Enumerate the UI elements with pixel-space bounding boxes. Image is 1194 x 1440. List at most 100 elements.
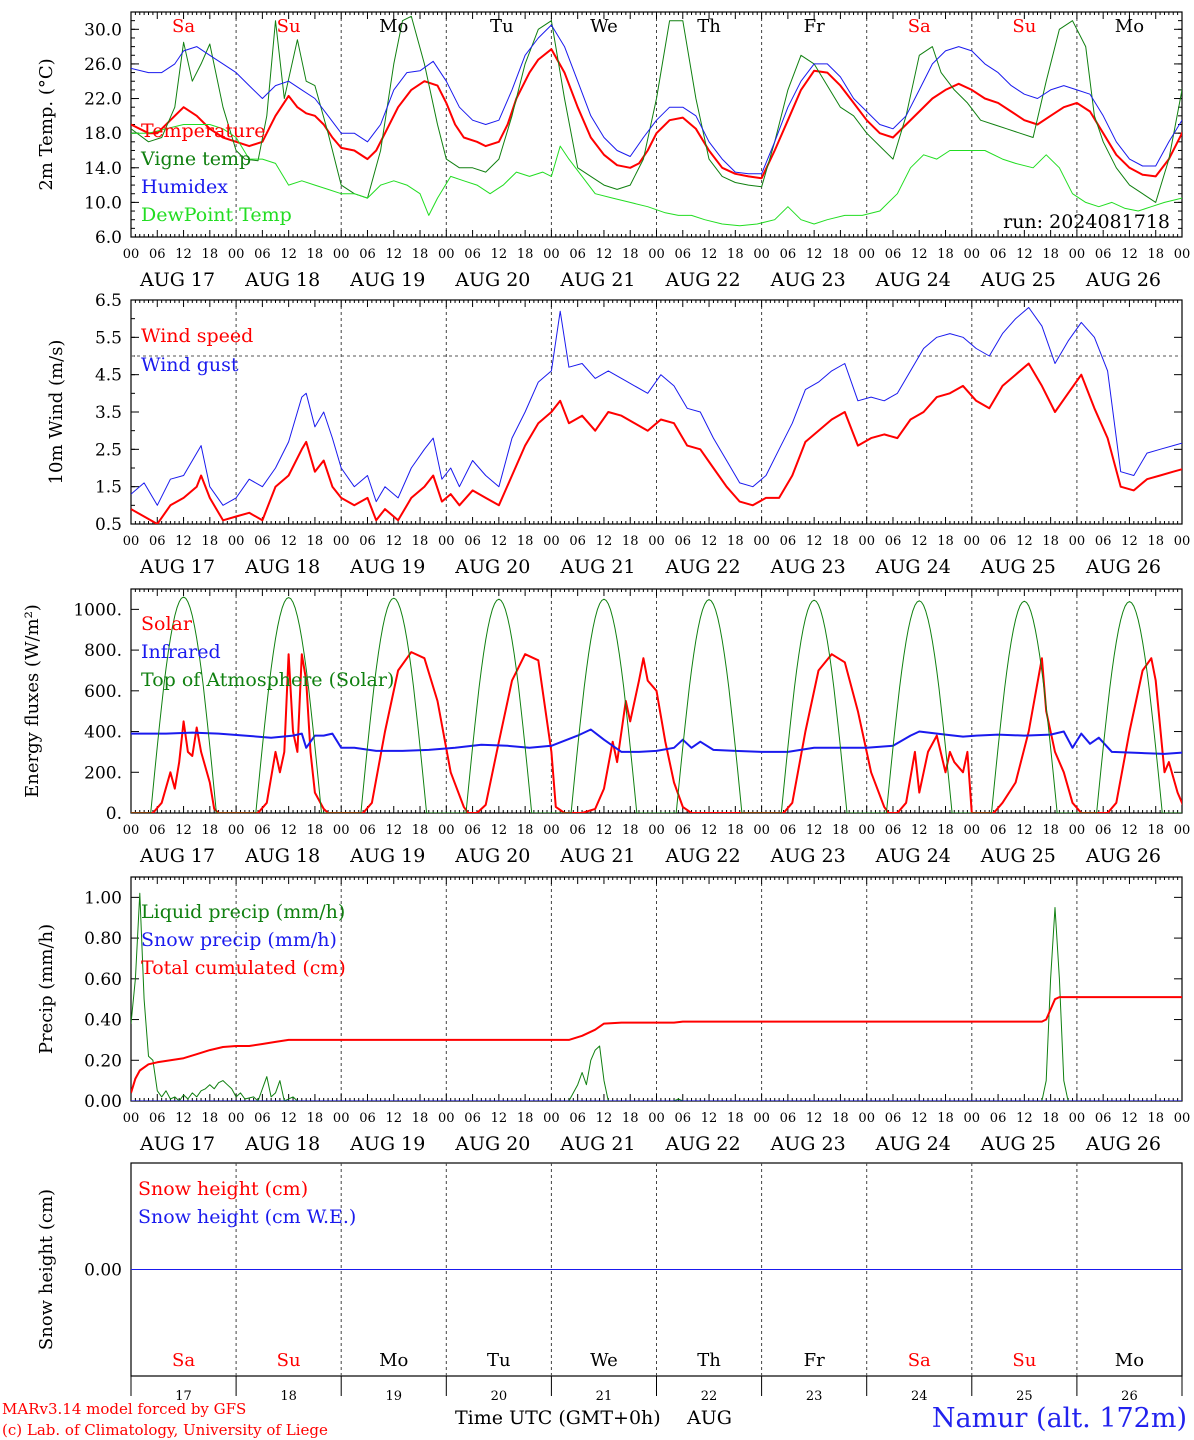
hour-tick-label: 18 (622, 247, 639, 262)
hour-tick-label: 06 (254, 534, 271, 549)
hour-tick-label: 18 (1147, 1111, 1164, 1126)
hour-tick-label: 00 (543, 823, 560, 838)
legend-entry: Snow height (cm) (138, 1178, 308, 1200)
hour-tick-label: 00 (648, 534, 665, 549)
hour-tick-label: 12 (385, 1111, 402, 1126)
hour-tick-label: 06 (990, 1111, 1007, 1126)
hour-tick-label: 06 (359, 247, 376, 262)
y-axis-label: Snow height (cm) (36, 1189, 57, 1350)
day-label: AUG 23 (770, 1133, 846, 1155)
hour-tick-label: 06 (885, 247, 902, 262)
hour-tick-label: 00 (228, 1111, 245, 1126)
hour-tick-label: 00 (753, 534, 770, 549)
hour-tick-label: 06 (990, 247, 1007, 262)
hour-tick-label: 18 (622, 823, 639, 838)
y-tick-label: 0.00 (84, 1092, 122, 1112)
day-label: AUG 19 (349, 556, 425, 578)
hour-tick-label: 12 (175, 1111, 192, 1126)
legend-entry: DewPoint Temp (141, 204, 292, 226)
day-label: AUG 17 (139, 1133, 215, 1155)
day-label: AUG 18 (244, 269, 320, 291)
hour-tick-label: 12 (596, 247, 613, 262)
hour-tick-label: 06 (149, 1111, 166, 1126)
hour-tick-label: 18 (1147, 247, 1164, 262)
hour-tick-label: 18 (202, 247, 219, 262)
hour-tick-label: 12 (806, 534, 823, 549)
hour-tick-label: 00 (228, 534, 245, 549)
y-tick-label: 0.60 (84, 970, 122, 990)
series-line-top-of-atmosphere-solar- (131, 596, 1182, 813)
hour-tick-label: 18 (1042, 247, 1059, 262)
legend-entry: Wind gust (141, 354, 239, 376)
hour-tick-label: 06 (464, 534, 481, 549)
hour-tick-label: 06 (1095, 823, 1112, 838)
series-line-solar (131, 651, 1182, 813)
panel-frame-wind (130, 299, 1183, 525)
hour-tick-label: 12 (1016, 823, 1033, 838)
day-label: AUG 22 (664, 269, 740, 291)
hour-tick-label: 00 (228, 247, 245, 262)
hour-tick-label: 12 (1121, 823, 1138, 838)
hour-tick-label: 06 (254, 1111, 271, 1126)
hour-tick-label: 00 (1174, 1111, 1191, 1126)
hour-tick-label: 12 (385, 247, 402, 262)
hour-tick-label: 18 (832, 534, 849, 549)
series-line-infrared (131, 728, 1182, 755)
weekday-label: We (590, 1350, 618, 1371)
hour-tick-label: 06 (359, 823, 376, 838)
day-label: AUG 24 (875, 845, 951, 867)
hour-tick-label: 18 (1042, 823, 1059, 838)
hour-tick-label: 00 (753, 247, 770, 262)
hour-tick-label: 18 (622, 1111, 639, 1126)
y-tick-label: 18.0 (84, 124, 122, 144)
hour-tick-label: 06 (885, 823, 902, 838)
y-axis-label: 2m Temp. (°C) (36, 58, 57, 190)
hour-tick-label: 06 (149, 534, 166, 549)
series-line-dewpoint-temp (131, 124, 1182, 227)
hour-tick-label: 06 (254, 247, 271, 262)
hour-tick-label: 06 (675, 823, 692, 838)
y-tick-label: 0. (106, 804, 122, 824)
hour-tick-label: 06 (675, 534, 692, 549)
hour-tick-label: 06 (1095, 247, 1112, 262)
weekday-label: Su (1012, 1350, 1036, 1371)
hour-tick-label: 18 (832, 247, 849, 262)
day-label: AUG 17 (139, 556, 215, 578)
hour-tick-label: 00 (1069, 823, 1086, 838)
day-label: AUG 21 (559, 1133, 635, 1155)
day-label: AUG 17 (139, 845, 215, 867)
series-line-wind-gust (131, 307, 1182, 506)
hour-tick-label: 18 (307, 534, 324, 549)
hour-tick-label: 18 (412, 1111, 429, 1126)
y-tick-label: 200. (84, 763, 122, 783)
hour-tick-label: 18 (517, 823, 534, 838)
day-label: AUG 21 (559, 269, 635, 291)
hour-tick-label: 00 (753, 1111, 770, 1126)
series-line-total-cumulated-cm- (131, 996, 1182, 1094)
hour-tick-label: 12 (280, 1111, 297, 1126)
hour-tick-label: 00 (543, 534, 560, 549)
hour-tick-label: 06 (149, 247, 166, 262)
y-tick-label: 800. (84, 641, 122, 661)
hour-tick-label: 06 (464, 1111, 481, 1126)
hour-tick-label: 00 (1069, 1111, 1086, 1126)
y-tick-label: 26.0 (84, 55, 122, 75)
hour-tick-label: 00 (1069, 534, 1086, 549)
hour-tick-label: 00 (123, 534, 140, 549)
hour-tick-label: 06 (569, 247, 586, 262)
hour-tick-label: 18 (1042, 1111, 1059, 1126)
day-label: AUG 18 (244, 845, 320, 867)
hour-tick-label: 00 (648, 247, 665, 262)
hour-tick-label: 18 (937, 534, 954, 549)
hour-tick-label: 00 (438, 534, 455, 549)
weekday-label: Su (277, 1350, 301, 1371)
day-label: AUG 26 (1085, 1133, 1161, 1155)
footer-lab-credit: (c) Lab. of Climatology, University of L… (2, 1421, 328, 1439)
hour-tick-label: 06 (780, 247, 797, 262)
y-tick-label: 2.5 (95, 440, 122, 460)
legend-entry: Snow precip (mm/h) (141, 929, 337, 951)
day-label: AUG 24 (875, 269, 951, 291)
hour-tick-label: 18 (202, 1111, 219, 1126)
hour-tick-label: 18 (412, 247, 429, 262)
